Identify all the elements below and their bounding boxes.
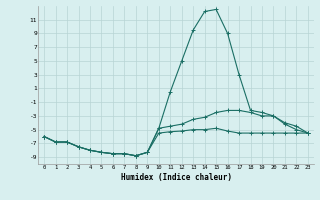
X-axis label: Humidex (Indice chaleur): Humidex (Indice chaleur): [121, 173, 231, 182]
